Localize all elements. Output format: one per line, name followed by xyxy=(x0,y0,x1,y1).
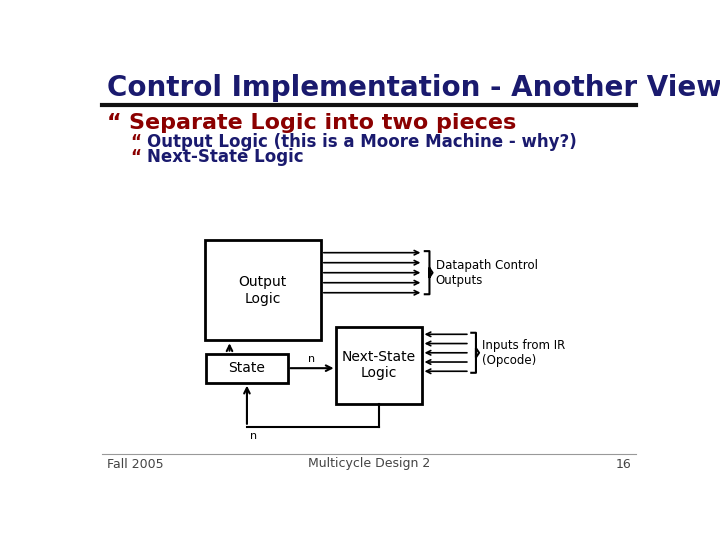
Text: “: “ xyxy=(130,132,141,151)
Text: n: n xyxy=(250,430,257,441)
Bar xyxy=(206,354,287,383)
Text: Fall 2005: Fall 2005 xyxy=(107,457,163,470)
Text: Inputs from IR
(Opcode): Inputs from IR (Opcode) xyxy=(482,339,565,367)
Bar xyxy=(204,240,321,340)
Text: “: “ xyxy=(107,112,122,132)
Text: Multicycle Design 2: Multicycle Design 2 xyxy=(308,457,430,470)
Text: Next-State
Logic: Next-State Logic xyxy=(342,350,416,380)
Text: State: State xyxy=(228,361,266,375)
Text: Separate Logic into two pieces: Separate Logic into two pieces xyxy=(129,112,516,132)
Text: Output
Logic: Output Logic xyxy=(239,275,287,306)
Text: 16: 16 xyxy=(615,457,631,470)
Text: Output Logic (this is a Moore Machine - why?): Output Logic (this is a Moore Machine - … xyxy=(148,132,577,151)
Text: Next-State Logic: Next-State Logic xyxy=(148,148,304,166)
Text: Datapath Control
Outputs: Datapath Control Outputs xyxy=(436,259,538,287)
Text: n: n xyxy=(308,354,315,363)
Text: “: “ xyxy=(130,148,141,166)
Text: Control Implementation - Another View: Control Implementation - Another View xyxy=(107,74,720,102)
Bar xyxy=(336,327,422,403)
